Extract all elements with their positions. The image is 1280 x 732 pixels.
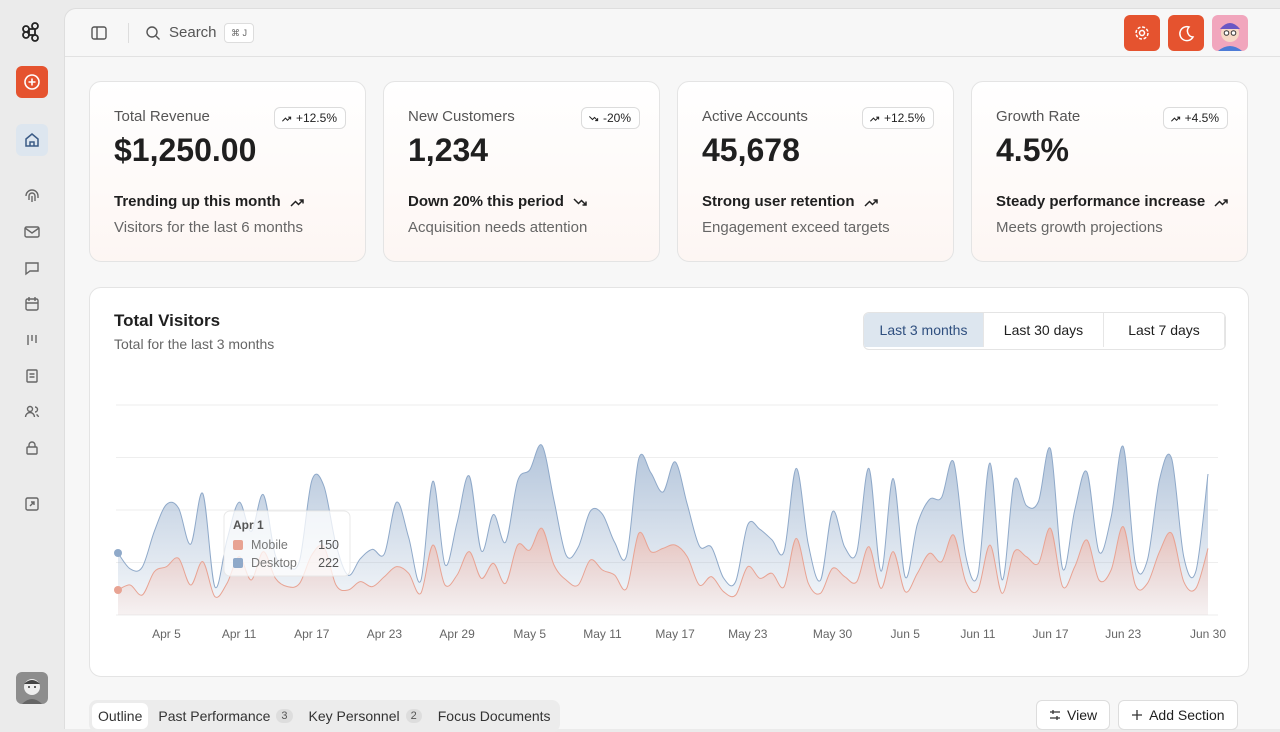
settings-button[interactable] <box>1124 15 1160 51</box>
avatar-face <box>1218 23 1242 51</box>
trend-text: Steady performance increase <box>996 193 1206 210</box>
theme-button[interactable] <box>1168 15 1204 51</box>
tab-count: 2 <box>405 709 422 723</box>
trend-icon <box>573 197 587 206</box>
logo <box>22 22 39 42</box>
stat-card: Active Accounts +12.5% 45,678 Strong user r… <box>677 81 954 262</box>
action-label: Add Section <box>1149 707 1225 723</box>
range-option[interactable]: Last 7 days <box>1104 313 1225 347</box>
tab-count: 3 <box>276 709 293 723</box>
section-tabs: Outline Past Performance 3 Key Personnel 2 Fo… <box>89 700 560 732</box>
main-panel: Search ⌘ J Total Revenue +12.5% $1,250.00 T… <box>64 8 1280 732</box>
card-label: Active Accounts <box>702 108 808 125</box>
stat-card: Growth Rate +4.5% 4.5% Steady performance i… <box>971 81 1248 262</box>
profile-avatar[interactable] <box>1212 15 1248 51</box>
action-button[interactable]: Add Section <box>1118 700 1238 730</box>
card-note: Acquisition needs attention <box>408 219 588 236</box>
badge-text: +12.5% <box>295 111 337 125</box>
trend-icon <box>281 116 292 122</box>
action-label: View <box>1067 707 1098 723</box>
card-badge: -20% <box>580 107 640 129</box>
card-trend: Strong user retention <box>702 193 879 210</box>
card-label: Growth Rate <box>996 108 1081 125</box>
top-bar: Search ⌘ J <box>65 9 1280 57</box>
card-badge: +4.5% <box>1162 107 1228 129</box>
create-button[interactable] <box>16 66 48 98</box>
avatar-face <box>22 679 42 704</box>
trend-icon <box>863 198 878 207</box>
trend-icon <box>1214 198 1229 207</box>
tab-label: Past Performance <box>158 708 271 724</box>
search-shortcut: ⌘ J <box>224 23 255 43</box>
section-actions: View Add Section <box>1036 700 1238 730</box>
users-icon[interactable] <box>22 402 42 422</box>
range-option[interactable]: Last 30 days <box>984 313 1104 347</box>
trend-text: Down 20% this period <box>408 193 564 210</box>
card-note: Meets growth projections <box>996 219 1163 236</box>
trend-icon <box>588 115 599 121</box>
badge-text: +4.5% <box>1184 111 1219 125</box>
card-trend: Steady performance increase <box>996 193 1229 210</box>
chat-icon[interactable] <box>22 258 42 278</box>
tab-label: Outline <box>98 708 143 724</box>
card-value: 45,678 <box>702 132 800 168</box>
tab[interactable]: Outline <box>92 703 149 729</box>
mail-icon[interactable] <box>22 222 42 242</box>
sidebar <box>0 0 64 720</box>
range-toggle: Last 3 months Last 30 days Last 7 days <box>863 312 1226 350</box>
stat-card: Total Revenue +12.5% $1,250.00 Trending up … <box>89 81 366 262</box>
button-icon <box>1050 710 1060 720</box>
card-label: New Customers <box>408 108 515 125</box>
moon-icon <box>1179 25 1195 42</box>
card-value: $1,250.00 <box>114 132 257 168</box>
chart-title: Total Visitors <box>114 311 221 330</box>
card-value: 1,234 <box>408 132 489 168</box>
chart-subtitle: Total for the last 3 months <box>114 336 275 352</box>
lock-icon[interactable] <box>22 438 42 458</box>
action-button[interactable]: View <box>1036 700 1111 730</box>
card-trend: Trending up this month <box>114 193 305 210</box>
user-avatar[interactable] <box>16 672 48 704</box>
fingerprint-icon[interactable] <box>22 186 42 206</box>
trend-icon <box>869 116 880 122</box>
range-option[interactable]: Last 3 months <box>864 313 984 347</box>
badge-text: -20% <box>602 111 631 125</box>
button-icon <box>1132 710 1143 720</box>
trend-text: Strong user retention <box>702 193 855 210</box>
divider <box>128 23 129 43</box>
home-icon <box>25 133 39 147</box>
tab[interactable]: Focus Documents <box>432 703 557 729</box>
card-note: Visitors for the last 6 months <box>114 219 303 236</box>
card-badge: +12.5% <box>273 107 346 129</box>
kanban-icon[interactable] <box>22 330 42 350</box>
chart-card: Total Visitors Total for the last 3 mont… <box>89 287 1249 677</box>
card-trend: Down 20% this period <box>408 193 588 210</box>
card-value: 4.5% <box>996 132 1069 168</box>
trend-icon <box>290 198 304 207</box>
tab[interactable]: Past Performance 3 <box>152 703 298 729</box>
tab-label: Focus Documents <box>437 708 551 724</box>
plus-icon <box>24 74 40 90</box>
home-button[interactable] <box>16 124 48 156</box>
search-icon[interactable] <box>145 25 161 41</box>
card-badge: +12.5% <box>861 107 934 129</box>
card-label: Total Revenue <box>114 108 210 125</box>
external-icon[interactable] <box>22 494 42 514</box>
trend-text: Trending up this month <box>114 193 281 210</box>
document-icon[interactable] <box>22 366 42 386</box>
tab-label: Key Personnel <box>308 708 400 724</box>
badge-text: +12.5% <box>883 111 925 125</box>
tab[interactable]: Key Personnel 2 <box>303 703 428 729</box>
gear-icon <box>1135 26 1149 40</box>
stat-card: New Customers -20% 1,234 Down 20% this peri… <box>383 81 660 262</box>
trend-icon <box>1170 116 1180 122</box>
sidebar-toggle[interactable] <box>90 24 108 42</box>
calendar-icon[interactable] <box>22 294 42 314</box>
card-note: Engagement exceed targets <box>702 219 890 236</box>
search-placeholder[interactable]: Search <box>169 24 217 41</box>
